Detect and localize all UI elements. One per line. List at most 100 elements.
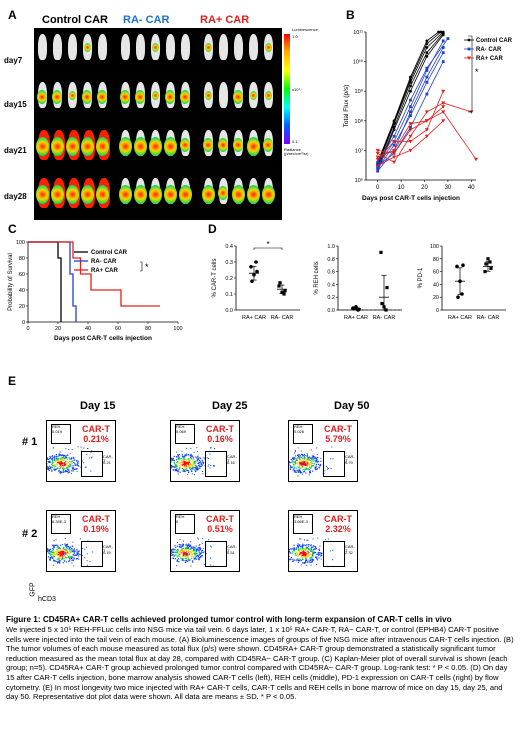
event-dot [56,553,58,555]
significance-bracket [140,261,143,272]
y-tick-label: 10⁷ [355,147,363,154]
event-dot [188,554,190,557]
event-dot [320,460,322,462]
event-dot [313,552,315,554]
mouse [38,34,47,60]
event-dot [304,460,307,462]
signal-spot [249,91,257,100]
reh-gate-label: REH [52,424,61,429]
event-dot [304,457,306,459]
flux-point [408,122,413,126]
event-dot [300,549,302,551]
event-dot [314,468,316,470]
event-dot [171,457,172,459]
data-point [489,266,493,270]
event-dot [57,544,59,546]
event-dot [49,461,51,464]
event-dot [182,456,184,458]
event-dot [196,468,199,470]
event-dot [313,460,315,462]
cart-title: CAR-T [324,424,352,434]
event-dot [294,461,296,463]
event-dot [198,546,200,549]
event-dot [200,547,202,550]
event-dot [74,464,76,466]
cart-title: CAR-T [324,514,352,524]
event-dot [299,558,301,560]
y-tick-label: 40 [433,282,439,288]
event-dot [190,546,193,549]
event-dot [71,467,73,469]
event-dot [183,466,185,468]
event-dot [309,562,311,564]
event-dot [198,554,200,556]
event-dot [308,464,311,466]
event-dot [311,549,313,551]
event-dot [186,462,188,464]
event-dot [79,554,81,556]
event-dot [319,545,321,547]
event-dot [175,554,177,556]
day-label-21: day21 [4,146,27,155]
reh-gate [51,424,71,444]
x-tick-label: 10 [398,185,405,191]
event-dot [186,466,188,468]
event-dot [72,541,74,543]
event-dot [198,549,200,552]
reh-gate-label: REH [52,514,61,519]
event-dot [302,553,304,556]
event-dot [176,469,178,471]
mouse [68,34,77,60]
event-dot [319,463,321,465]
event-dot [183,463,185,465]
event-dot [298,559,300,562]
event-dot [67,550,69,552]
event-dot [206,457,208,459]
event-dot [303,539,305,541]
signal-spot [80,137,94,156]
event-dot [185,559,187,561]
event-dot [67,471,70,473]
event-dot [306,550,308,552]
event-dot [313,463,315,465]
event-dot [64,550,66,552]
data-point [380,302,384,306]
event-dot [209,545,211,547]
event-dot [187,546,190,548]
event-dot [310,466,312,468]
event-dot [199,461,202,463]
event-dot [61,460,63,462]
event-dot [69,547,71,549]
event-dot [71,559,73,561]
event-dot [308,545,310,547]
cart-pct-value: 0.21% [83,434,109,444]
reh-gate-value: 0.069 [176,429,187,434]
event-dot [51,550,53,552]
event-dot [307,550,309,552]
cart-title: CAR-T [206,424,234,434]
event-dot [310,461,312,464]
signal-spot [148,185,162,204]
event-dot [302,549,304,552]
mouse [234,34,243,60]
event-dot [306,544,308,546]
event-dot [173,466,175,468]
event-dot [90,470,92,472]
event-dot [212,464,214,466]
event-dot [51,553,53,555]
event-dot [290,462,292,464]
event-dot [62,551,64,554]
event-dot [307,457,309,459]
event-dot [189,459,191,461]
signal-spot [165,90,175,104]
event-dot [77,552,79,554]
flux-point [441,60,445,63]
event-dot [315,457,317,459]
event-dot [183,558,185,560]
event-dot [178,456,180,458]
event-dot [190,565,192,567]
event-dot [171,549,173,552]
event-dot [181,550,184,552]
event-dot [190,463,192,465]
event-dot [172,552,174,554]
